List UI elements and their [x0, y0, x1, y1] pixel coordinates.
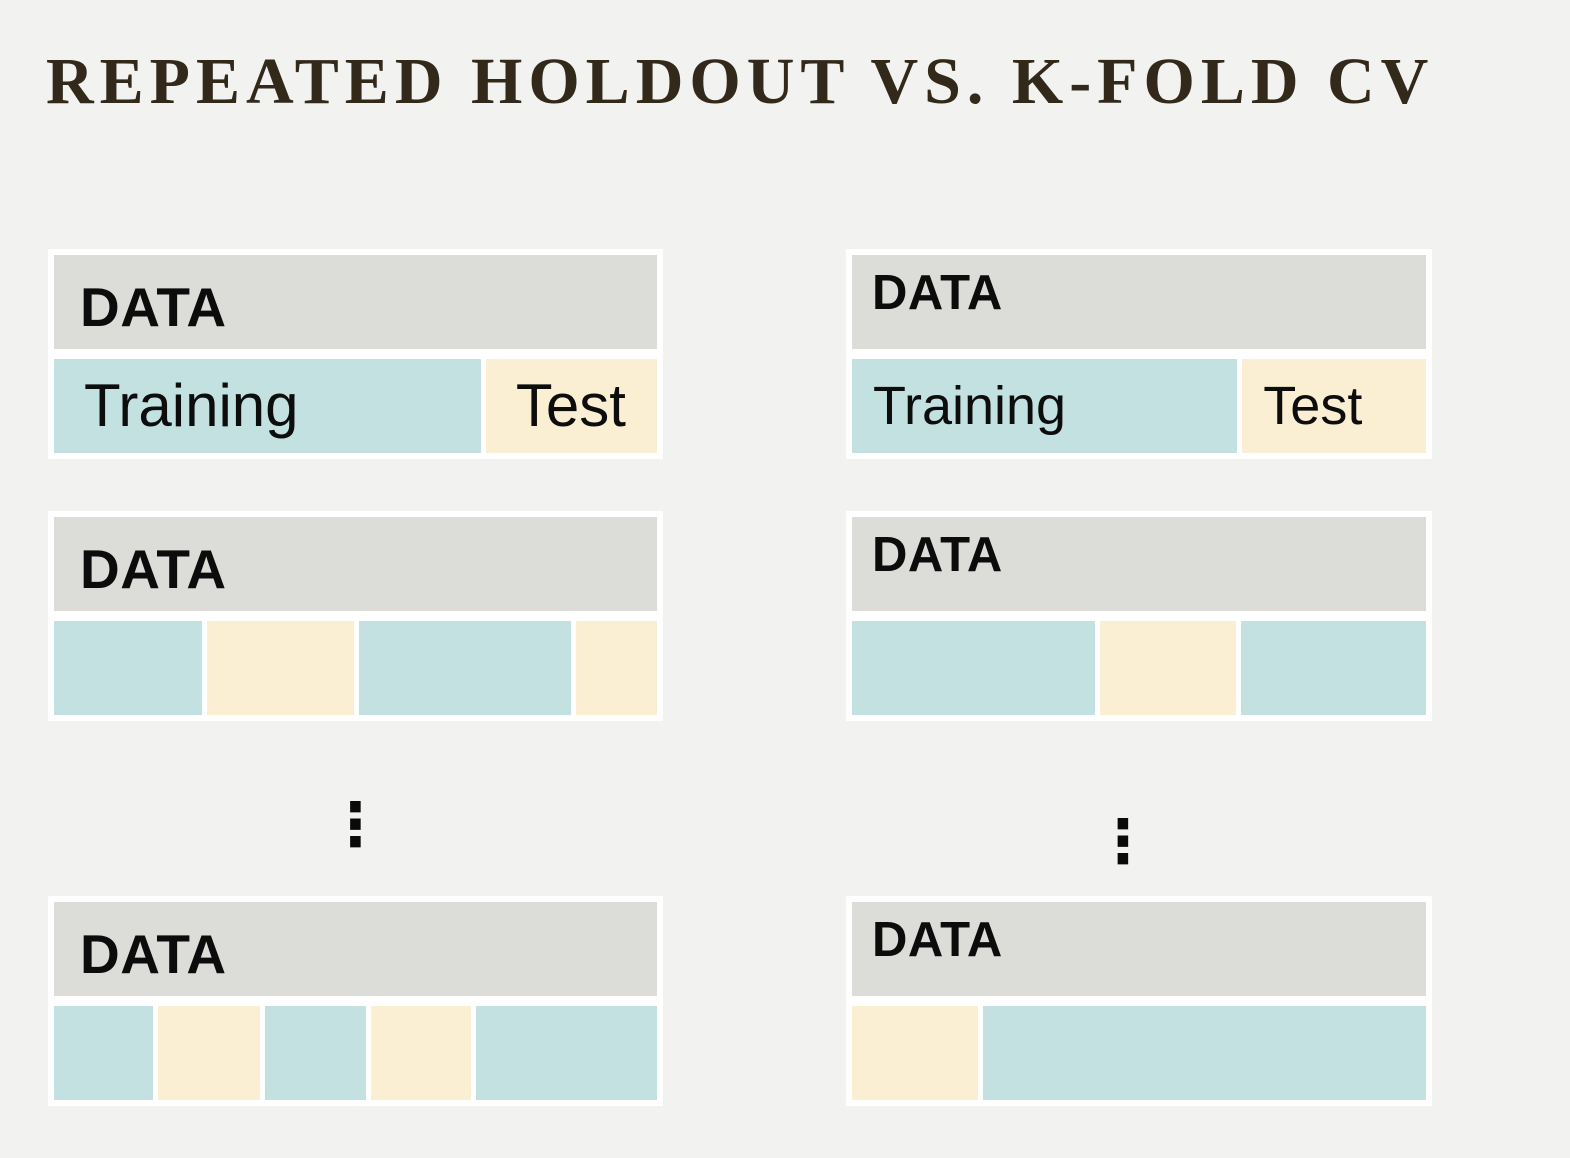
segment-training [852, 621, 1095, 715]
segment-bar [54, 621, 658, 715]
segment-test [575, 621, 658, 715]
segment-test [852, 1006, 979, 1100]
data-block: DATA [48, 511, 663, 721]
segment-bar [54, 1006, 657, 1100]
vertical-ellipsis-icon: ⋮ [1093, 807, 1153, 877]
data-block: DATA Training Test [846, 249, 1432, 459]
data-block: DATA [846, 511, 1432, 721]
segment-training: Training [54, 359, 481, 453]
segment-bar [852, 1006, 1426, 1100]
test-label: Test [1263, 376, 1363, 436]
data-header-label: DATA [80, 275, 227, 338]
segment-training: Training [852, 359, 1238, 453]
data-header-label: DATA [872, 265, 1003, 320]
data-block: DATA Training Test [48, 249, 663, 459]
data-header: DATA [54, 517, 657, 611]
segment-test: Test [485, 359, 657, 453]
data-header: DATA [852, 517, 1426, 611]
segment-training [54, 621, 202, 715]
segment-bar [852, 621, 1426, 715]
data-header-label: DATA [80, 537, 227, 600]
data-block: DATA [846, 896, 1432, 1106]
segment-training [264, 1006, 366, 1100]
vertical-ellipsis-icon: ⋮ [325, 790, 386, 860]
data-header-label: DATA [872, 527, 1003, 582]
segment-bar: Training Test [852, 359, 1426, 453]
page-title: REPEATED HOLDOUT VS. K-FOLD CV [46, 45, 1435, 118]
training-label: Training [873, 376, 1067, 436]
column-repeated-holdout: DATA Training Test DATA DATA ⋮ [48, 0, 663, 1158]
segment-test: Test [1242, 359, 1426, 453]
segment-training [54, 1006, 154, 1100]
segment-training [359, 621, 571, 715]
segment-test [1099, 621, 1237, 715]
data-header: DATA [852, 902, 1426, 996]
data-header-label: DATA [872, 912, 1003, 967]
training-label: Training [84, 372, 299, 439]
data-header: DATA [852, 255, 1426, 349]
segment-test [206, 621, 354, 715]
segment-bar: Training Test [54, 359, 657, 453]
data-header: DATA [54, 902, 657, 996]
data-header-label: DATA [80, 922, 227, 985]
data-header: DATA [54, 255, 657, 349]
data-block: DATA [48, 896, 663, 1106]
segment-test [370, 1006, 472, 1100]
test-label: Test [515, 372, 626, 439]
segment-training [476, 1006, 657, 1100]
column-kfold-cv: DATA Training Test DATA DATA ⋮ [846, 0, 1432, 1158]
segment-training [983, 1006, 1426, 1100]
segment-test [158, 1006, 260, 1100]
segment-training [1241, 621, 1426, 715]
